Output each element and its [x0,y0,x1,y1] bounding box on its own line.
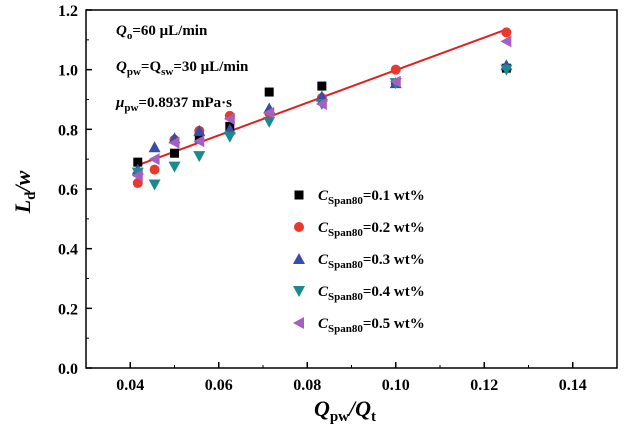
data-point [148,179,161,191]
data-point [170,148,179,158]
legend-label: CSpan80=0.4 wt% [318,284,425,303]
data-point [315,97,327,110]
legend-marker [293,317,304,329]
annotations: Qo=60 μL/min Qpw=Qsw=30 μL/min μpw=0.893… [115,23,249,114]
data-point [223,112,235,125]
data-point [148,153,160,166]
y-tick-label: 1.0 [58,63,78,80]
legend-label: CSpan80=0.5 wt% [318,316,425,335]
data-point [149,164,160,175]
data-point [168,161,181,173]
y-axis-title: Ld/w [10,170,39,214]
y-tick-label: 0.8 [58,122,78,139]
legend: CSpan80=0.1 wt% CSpan80=0.2 wt% CSpan80=0.… [293,188,425,335]
data-point [500,35,512,48]
legend-item: CSpan80=0.2 wt% [294,220,425,239]
legend-marker [293,253,305,264]
legend-label: CSpan80=0.1 wt% [318,188,425,207]
legend-marker [294,222,304,232]
legend-label: CSpan80=0.3 wt% [318,252,425,271]
data-point [317,81,327,91]
data-point [389,75,401,88]
plot-frame [85,9,618,369]
x-tick-label: 0.12 [470,377,498,394]
legend-marker [294,190,304,200]
data-point [193,135,205,148]
series-5 [131,35,512,182]
data-point [315,90,328,102]
data-point [223,123,236,135]
data-point [132,178,143,189]
legend-marker [293,286,305,297]
data-point [501,27,512,38]
data-point [263,106,275,119]
legend-item: CSpan80=0.5 wt% [293,316,425,335]
annotation-viscosity: μpw=0.8937 mPa·s [115,95,232,114]
data-point [193,124,206,136]
y-tick-label: 0.2 [58,301,78,318]
x-tick-label: 0.10 [382,377,410,394]
x-axis-title: Qpw/Qt [314,396,376,424]
y-tick-label: 0.6 [58,182,78,199]
data-points [131,27,513,191]
legend-item: CSpan80=0.3 wt% [293,252,425,271]
data-point [500,64,513,76]
data-point [148,141,161,153]
data-point [223,131,236,143]
x-tick-label: 0.14 [559,377,587,394]
annotation-pw-sw-rate: Qpw=Qsw=30 μL/min [116,59,249,78]
x-axis: 0.04 0.06 0.08 0.10 0.12 0.14 [116,362,587,394]
series-3 [131,59,513,175]
legend-label: CSpan80=0.2 wt% [318,220,425,239]
data-point [168,136,180,149]
x-tick-label: 0.08 [293,377,321,394]
data-point [264,87,274,97]
y-tick-label: 0.4 [58,242,78,259]
legend-item: CSpan80=0.1 wt% [294,188,425,207]
y-axis: 0.0 0.2 0.4 0.6 0.8 1.0 1.2 [58,3,92,378]
y-tick-label: 1.2 [58,3,78,20]
x-tick-label: 0.06 [205,377,233,394]
y-tick-label: 0.0 [58,361,78,378]
legend-item: CSpan80=0.4 wt% [293,284,425,303]
data-point [131,169,143,182]
data-point [263,116,276,128]
plot-border [85,9,618,369]
series-1 [133,63,511,167]
x-tick-label: 0.04 [116,377,144,394]
data-point [390,64,401,75]
annotation-flow-rate: Qo=60 μL/min [116,23,208,42]
data-point [193,151,206,163]
data-point [133,157,143,167]
